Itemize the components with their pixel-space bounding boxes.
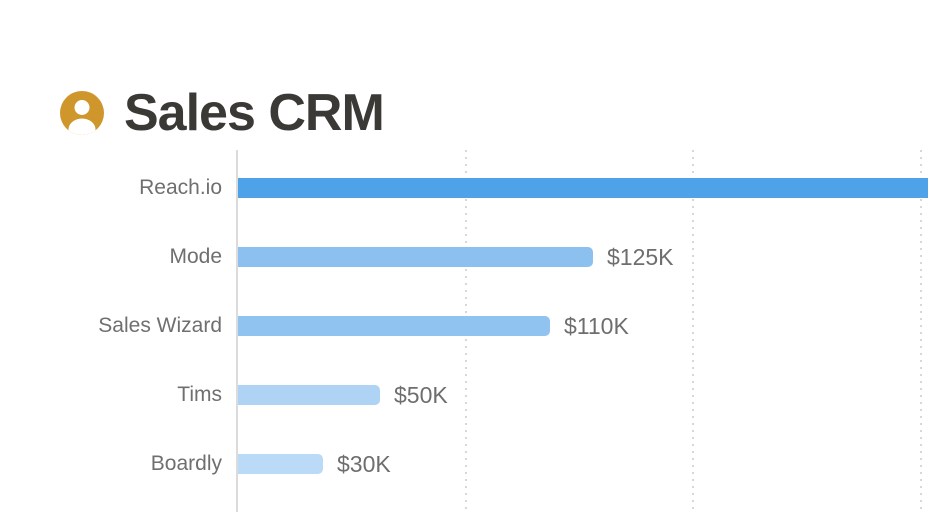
bar-boardly[interactable] (238, 454, 323, 474)
bar-chart-plot: $125K $110K $50K $30K (236, 150, 928, 512)
category-label-reach-io: Reach.io (139, 176, 222, 199)
bar-reach-io[interactable] (238, 178, 928, 198)
value-label-tims: $50K (394, 382, 448, 408)
bar-mode[interactable] (238, 247, 593, 267)
value-label-mode: $125K (607, 244, 674, 270)
page-header: Sales CRM (60, 52, 385, 174)
bar-tims[interactable] (238, 385, 380, 405)
value-label-boardly: $30K (337, 451, 391, 477)
value-label-sales-wizard: $110K (564, 313, 629, 339)
category-label-mode: Mode (169, 245, 222, 268)
user-avatar-icon (60, 90, 104, 135)
category-label-sales-wizard: Sales Wizard (98, 314, 222, 337)
category-label-boardly: Boardly (150, 452, 222, 475)
chart-gridline (920, 150, 922, 512)
page-title: Sales CRM (124, 83, 385, 142)
bar-sales-wizard[interactable] (238, 316, 550, 336)
chart-gridline (692, 150, 694, 512)
category-label-tims: Tims (177, 383, 222, 406)
